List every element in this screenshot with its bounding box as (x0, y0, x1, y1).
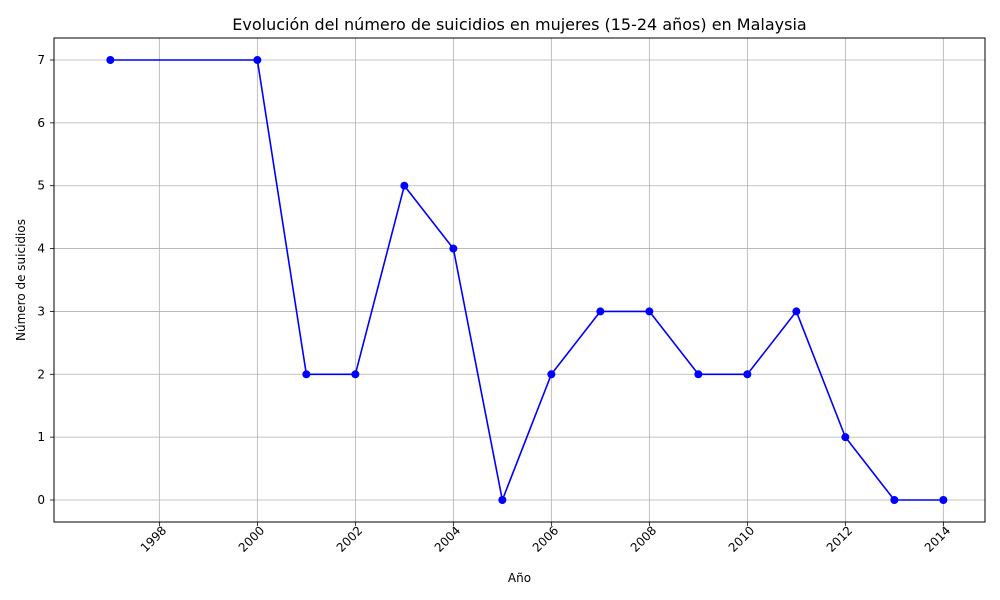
data-point-2000 (253, 56, 262, 64)
y-tick-label: 3 (37, 304, 45, 318)
data-point-2005 (498, 496, 507, 504)
y-tick-label: 5 (37, 179, 45, 193)
y-tick-label: 7 (37, 53, 45, 67)
data-point-2006 (547, 370, 556, 379)
plot-area-frame (53, 37, 986, 523)
data-point-2010 (743, 370, 752, 379)
y-tick-label: 6 (37, 116, 45, 130)
data-point-2001 (302, 370, 311, 379)
y-tick-label: 2 (37, 367, 45, 381)
data-point-2012 (841, 433, 850, 442)
y-tick-label: 0 (37, 493, 45, 507)
y-tick-label: 4 (37, 242, 45, 256)
data-point-2002 (351, 370, 360, 379)
data-point-1997 (106, 56, 115, 64)
data-point-2003 (400, 181, 409, 190)
chart-title: Evolución del número de suicidios en muj… (232, 15, 806, 34)
data-point-2011 (792, 307, 801, 316)
data-point-2008 (645, 307, 654, 316)
y-tick-label: 1 (37, 430, 45, 444)
y-axis-label: Número de suicidios (14, 219, 28, 341)
x-axis-label: Año (508, 571, 531, 585)
data-point-2009 (694, 370, 703, 379)
data-point-2007 (596, 307, 605, 316)
grid-layer (54, 38, 985, 522)
data-point-2013 (890, 496, 899, 504)
series-line (110, 59, 944, 501)
data-point-2014 (939, 496, 948, 504)
data-point-2004 (449, 244, 458, 253)
series-layer (106, 56, 948, 504)
